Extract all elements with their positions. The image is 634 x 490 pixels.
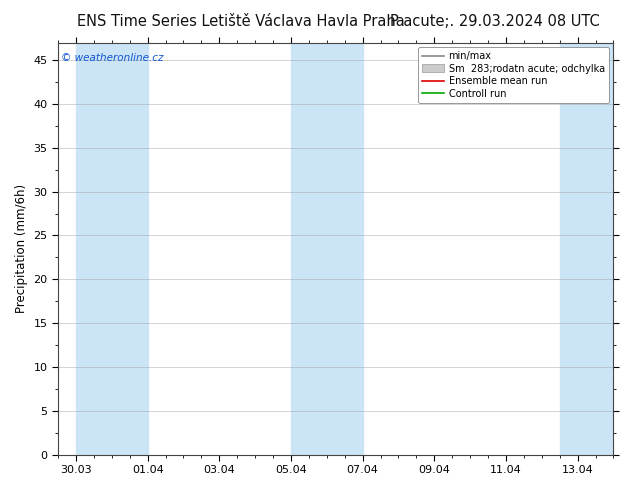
Text: © weatheronline.cz: © weatheronline.cz <box>61 53 164 63</box>
Y-axis label: Precipitation (mm/6h): Precipitation (mm/6h) <box>15 184 28 313</box>
Bar <box>291 43 363 455</box>
Text: P acute;. 29.03.2024 08 UTC: P acute;. 29.03.2024 08 UTC <box>390 14 599 29</box>
Text: ENS Time Series Letiště Václava Havla Praha: ENS Time Series Letiště Václava Havla Pr… <box>77 14 404 29</box>
Bar <box>76 43 148 455</box>
Bar <box>560 43 614 455</box>
Legend: min/max, Sm  283;rodatn acute; odchylka, Ensemble mean run, Controll run: min/max, Sm 283;rodatn acute; odchylka, … <box>418 48 609 102</box>
